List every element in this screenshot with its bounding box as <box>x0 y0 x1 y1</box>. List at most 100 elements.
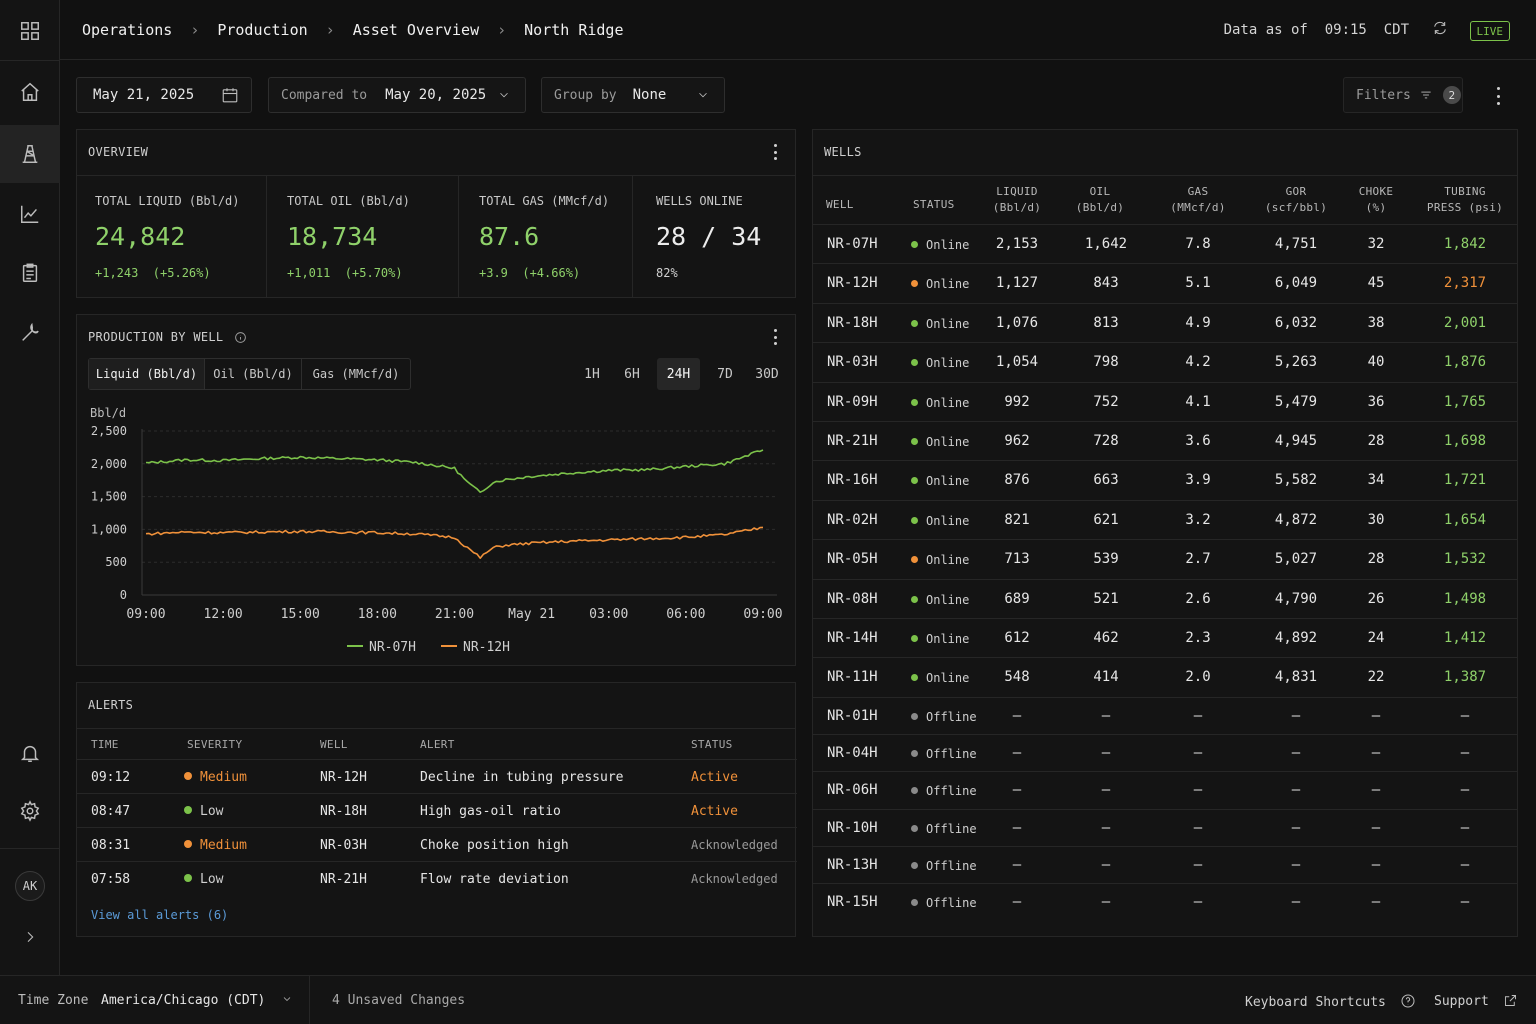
range-24h[interactable]: 24H <box>657 358 700 390</box>
well-name: NR-14H <box>827 630 878 646</box>
wells-col-header[interactable]: STATUS <box>913 197 955 213</box>
well-press: — <box>1460 819 1470 836</box>
alerts-title: ALERTS <box>88 698 134 712</box>
well-row[interactable]: NR-01H Offline — — — — — — <box>813 696 1517 734</box>
well-oil: 621 <box>1093 511 1119 528</box>
wells-col-header[interactable]: OIL (Bbl/d) <box>1050 184 1150 216</box>
well-liquid: 612 <box>1004 630 1030 646</box>
y-tick-label: 2,000 <box>91 457 127 471</box>
alert-row[interactable]: 09:12 Medium NR-12H Decline in tubing press… <box>77 759 797 793</box>
wells-title: WELLS <box>824 145 862 159</box>
view-all-alerts-link[interactable]: View all alerts (6) <box>91 908 229 922</box>
alert-row[interactable]: 08:31 Medium NR-03H Choke position high Ackn… <box>77 827 797 861</box>
range-6h[interactable]: 6H <box>624 366 640 382</box>
group-by-select[interactable]: Group by None <box>541 77 725 113</box>
well-row[interactable]: NR-10H Offline — — — — — — <box>813 808 1517 846</box>
refresh-button[interactable] <box>1432 20 1452 40</box>
metric-oil-tab[interactable]: Oil (Bbl/d) <box>205 359 302 389</box>
well-row[interactable]: NR-13H Offline — — — — — — <box>813 846 1517 883</box>
sidebar-item-reports[interactable] <box>0 244 60 302</box>
well-gas: — <box>1193 782 1203 799</box>
well-row[interactable]: NR-03H Online 1,054 798 4.2 5,263 40 1,876 <box>813 342 1517 381</box>
alert-well: NR-21H <box>320 872 367 887</box>
header-line: GOR <box>1285 185 1307 198</box>
col-status: STATUS <box>691 738 733 751</box>
well-gor: 4,945 <box>1274 433 1318 449</box>
wells-col-header[interactable]: WELL <box>826 197 854 213</box>
timezone-select[interactable]: America/Chicago (CDT) <box>101 993 293 1008</box>
well-row[interactable]: NR-21H Online 962 728 3.6 4,945 28 1,698 <box>813 421 1517 460</box>
well-status: Online <box>911 514 969 528</box>
gear-icon <box>20 800 40 822</box>
well-gor: 4,790 <box>1274 590 1318 607</box>
sidebar-item-analytics[interactable] <box>0 185 60 243</box>
well-name: NR-02H <box>827 511 878 528</box>
breadcrumb-operations[interactable]: Operations <box>82 21 173 39</box>
sidebar-item-home[interactable] <box>0 63 60 121</box>
status-label: Online <box>926 356 970 371</box>
alert-severity: Medium <box>184 770 247 785</box>
status-label: Offline <box>926 859 977 873</box>
chevron-right-icon: › <box>325 21 335 39</box>
wells-col-header[interactable]: CHOKE (%) <box>1326 184 1426 216</box>
well-choke: 22 <box>1367 669 1385 686</box>
well-row[interactable]: NR-08H Online 689 521 2.6 4,790 26 1,498 <box>813 578 1517 618</box>
well-row[interactable]: NR-07H Online 2,153 1,642 7.8 4,751 32 1,842 <box>813 224 1517 263</box>
breadcrumb-production[interactable]: Production <box>217 21 308 39</box>
breadcrumb-asset-overview[interactable]: Asset Overview <box>352 21 480 39</box>
well-row[interactable]: NR-09H Online 992 752 4.1 5,479 36 1,765 <box>813 381 1517 421</box>
info-icon[interactable] <box>234 331 247 344</box>
compare-date-select[interactable]: Compared to May 20, 2025 <box>268 77 526 113</box>
header-line: (Bbl/d) <box>1075 201 1125 214</box>
well-row[interactable]: NR-16H Online 876 663 3.9 5,582 34 1,721 <box>813 460 1517 499</box>
x-tick-label: 18:00 <box>358 607 397 622</box>
sidebar-item-maintenance[interactable] <box>0 304 60 362</box>
sidebar-expand-button[interactable] <box>0 908 60 966</box>
wells-col-header[interactable]: LIQUID (Bbl/d) <box>967 184 1067 216</box>
overview-menu-button[interactable] <box>767 141 783 163</box>
keyboard-shortcuts-link[interactable]: Keyboard Shortcuts <box>1245 993 1416 1010</box>
well-row[interactable]: NR-05H Online 713 539 2.7 5,027 28 1,532 <box>813 539 1517 578</box>
metric-gas-tab[interactable]: Gas (MMcf/d) <box>312 367 400 381</box>
well-gas: 4.9 <box>1185 314 1211 331</box>
alerts-panel: ALERTS TIME SEVERITY WELL ALERT STATUS 0… <box>76 682 797 937</box>
y-tick-label: 1,500 <box>91 490 127 504</box>
date-picker[interactable]: May 21, 2025 <box>76 77 252 113</box>
status-label: Online <box>926 238 970 252</box>
alert-row[interactable]: 08:47 Low NR-18H High gas-oil ratio Active <box>77 793 797 827</box>
well-oil: 843 <box>1093 275 1119 292</box>
wells-col-header[interactable]: TUBING PRESS (psi) <box>1415 184 1515 216</box>
more-options-button[interactable] <box>1486 84 1510 108</box>
sidebar-item-settings[interactable] <box>0 782 60 840</box>
refresh-icon <box>1434 21 1446 35</box>
well-name: NR-16H <box>827 472 878 489</box>
well-row[interactable]: NR-15H Offline — — — — — — <box>813 883 1517 920</box>
date-value: May 21, 2025 <box>93 87 195 103</box>
well-gor: — <box>1291 819 1301 836</box>
filters-button[interactable]: Filters 2 <box>1343 77 1463 113</box>
alert-row[interactable]: 07:58 Low NR-21H Flow rate deviation Acknowl… <box>77 861 797 895</box>
apps-grid-button[interactable] <box>0 2 60 60</box>
well-row[interactable]: NR-18H Online 1,076 813 4.9 6,032 38 2,001 <box>813 302 1517 342</box>
well-row[interactable]: NR-06H Offline — — — — — — <box>813 771 1517 808</box>
sidebar-item-assets[interactable] <box>0 125 60 183</box>
range-1h[interactable]: 1H <box>584 366 600 382</box>
sidebar-item-notifications[interactable] <box>0 724 60 782</box>
well-oil: — <box>1101 857 1111 873</box>
wells-col-header[interactable]: GAS (MMcf/d) <box>1148 184 1248 216</box>
well-row[interactable]: NR-11H Online 548 414 2.0 4,831 22 1,387 <box>813 657 1517 696</box>
well-row[interactable]: NR-12H Online 1,127 843 5.1 6,049 45 2,317 <box>813 263 1517 302</box>
well-row[interactable]: NR-04H Offline — — — — — — <box>813 734 1517 771</box>
metric-liquid-tab[interactable]: Liquid (Bbl/d) <box>89 359 205 389</box>
well-status: Online <box>911 593 969 607</box>
well-row[interactable]: NR-02H Online 821 621 3.2 4,872 30 1,654 <box>813 499 1517 539</box>
support-link[interactable]: Support <box>1434 993 1518 1009</box>
status-dot <box>911 862 918 869</box>
avatar[interactable]: AK <box>15 871 45 901</box>
production-menu-button[interactable] <box>767 326 783 348</box>
well-row[interactable]: NR-14H Online 612 462 2.3 4,892 24 1,412 <box>813 618 1517 657</box>
range-30d[interactable]: 30D <box>755 366 779 382</box>
well-oil: 1,642 <box>1084 236 1128 252</box>
range-7d[interactable]: 7D <box>717 366 733 382</box>
wells-col-header[interactable]: GOR (scf/bbl) <box>1246 184 1346 216</box>
